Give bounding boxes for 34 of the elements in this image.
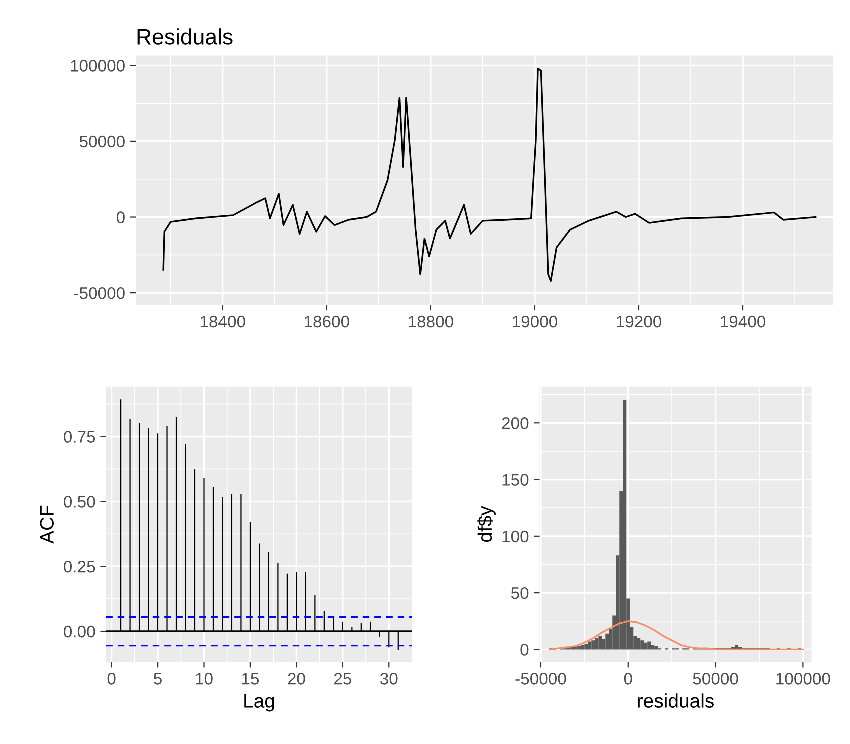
- x-tick-label: 30: [380, 673, 398, 685]
- y-tick-label: 100000: [71, 60, 125, 72]
- x-tick-label: 25: [334, 673, 352, 685]
- x-tick-label: 18400: [200, 316, 246, 328]
- y-tick-label: 50: [511, 587, 529, 600]
- y-tick-label: 0.00: [64, 626, 96, 638]
- x-tick-label: 5: [154, 673, 162, 685]
- y-tick-label: 0.25: [64, 560, 96, 573]
- y-tick-label: 150: [502, 474, 529, 486]
- x-axis-title: residuals: [638, 694, 714, 708]
- x-axis-title: Lag: [244, 694, 274, 712]
- y-tick-label: 50000: [80, 136, 125, 148]
- x-tick-label: 0: [624, 673, 632, 685]
- y-tick-label: 0: [116, 212, 125, 224]
- x-tick-label: 19000: [513, 316, 558, 328]
- y-axis-title: ACF: [40, 506, 54, 544]
- y-tick-label: 0.75: [64, 431, 96, 443]
- x-tick-label: 20: [288, 673, 306, 685]
- x-tick-label: 10: [196, 673, 213, 685]
- y-axis-title: df$y: [478, 506, 496, 542]
- y-tick-label: 100: [502, 530, 529, 543]
- x-tick-label: 19400: [721, 316, 766, 328]
- y-tick-label: 200: [502, 418, 529, 430]
- x-tick-label: 18800: [409, 316, 454, 328]
- x-tick-label: 50000: [693, 673, 738, 685]
- x-tick-label: 19200: [617, 316, 662, 328]
- y-tick-label: -50000: [74, 287, 125, 300]
- x-tick-label: 18600: [304, 316, 350, 328]
- y-tick-label: 0.50: [64, 496, 96, 508]
- x-tick-label: 100000: [776, 673, 830, 685]
- x-tick-label: 15: [242, 673, 260, 685]
- chart-title: Residuals: [138, 28, 233, 45]
- x-tick-label: 0: [108, 673, 116, 685]
- y-tick-label: 0: [520, 644, 529, 656]
